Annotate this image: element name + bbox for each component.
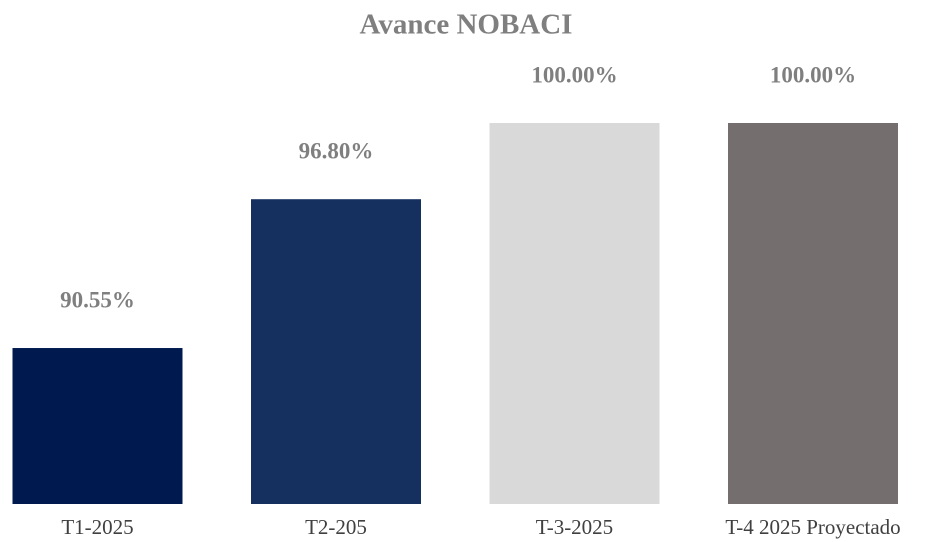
chart-title: Avance NOBACI [360,9,573,41]
x-tick-label: T-4 2025 Proyectado [725,515,900,539]
data-label: 100.00% [531,62,617,87]
data-label: 96.80% [299,138,374,163]
bar [251,199,421,504]
data-label: 100.00% [770,62,856,87]
x-tick-label: T-3-2025 [536,515,613,539]
bar [12,348,183,504]
x-tick-label: T2-205 [305,515,367,539]
bar [728,123,898,504]
bar [489,123,660,504]
x-tick-label: T1-2025 [61,515,133,539]
data-label: 90.55% [60,287,135,312]
